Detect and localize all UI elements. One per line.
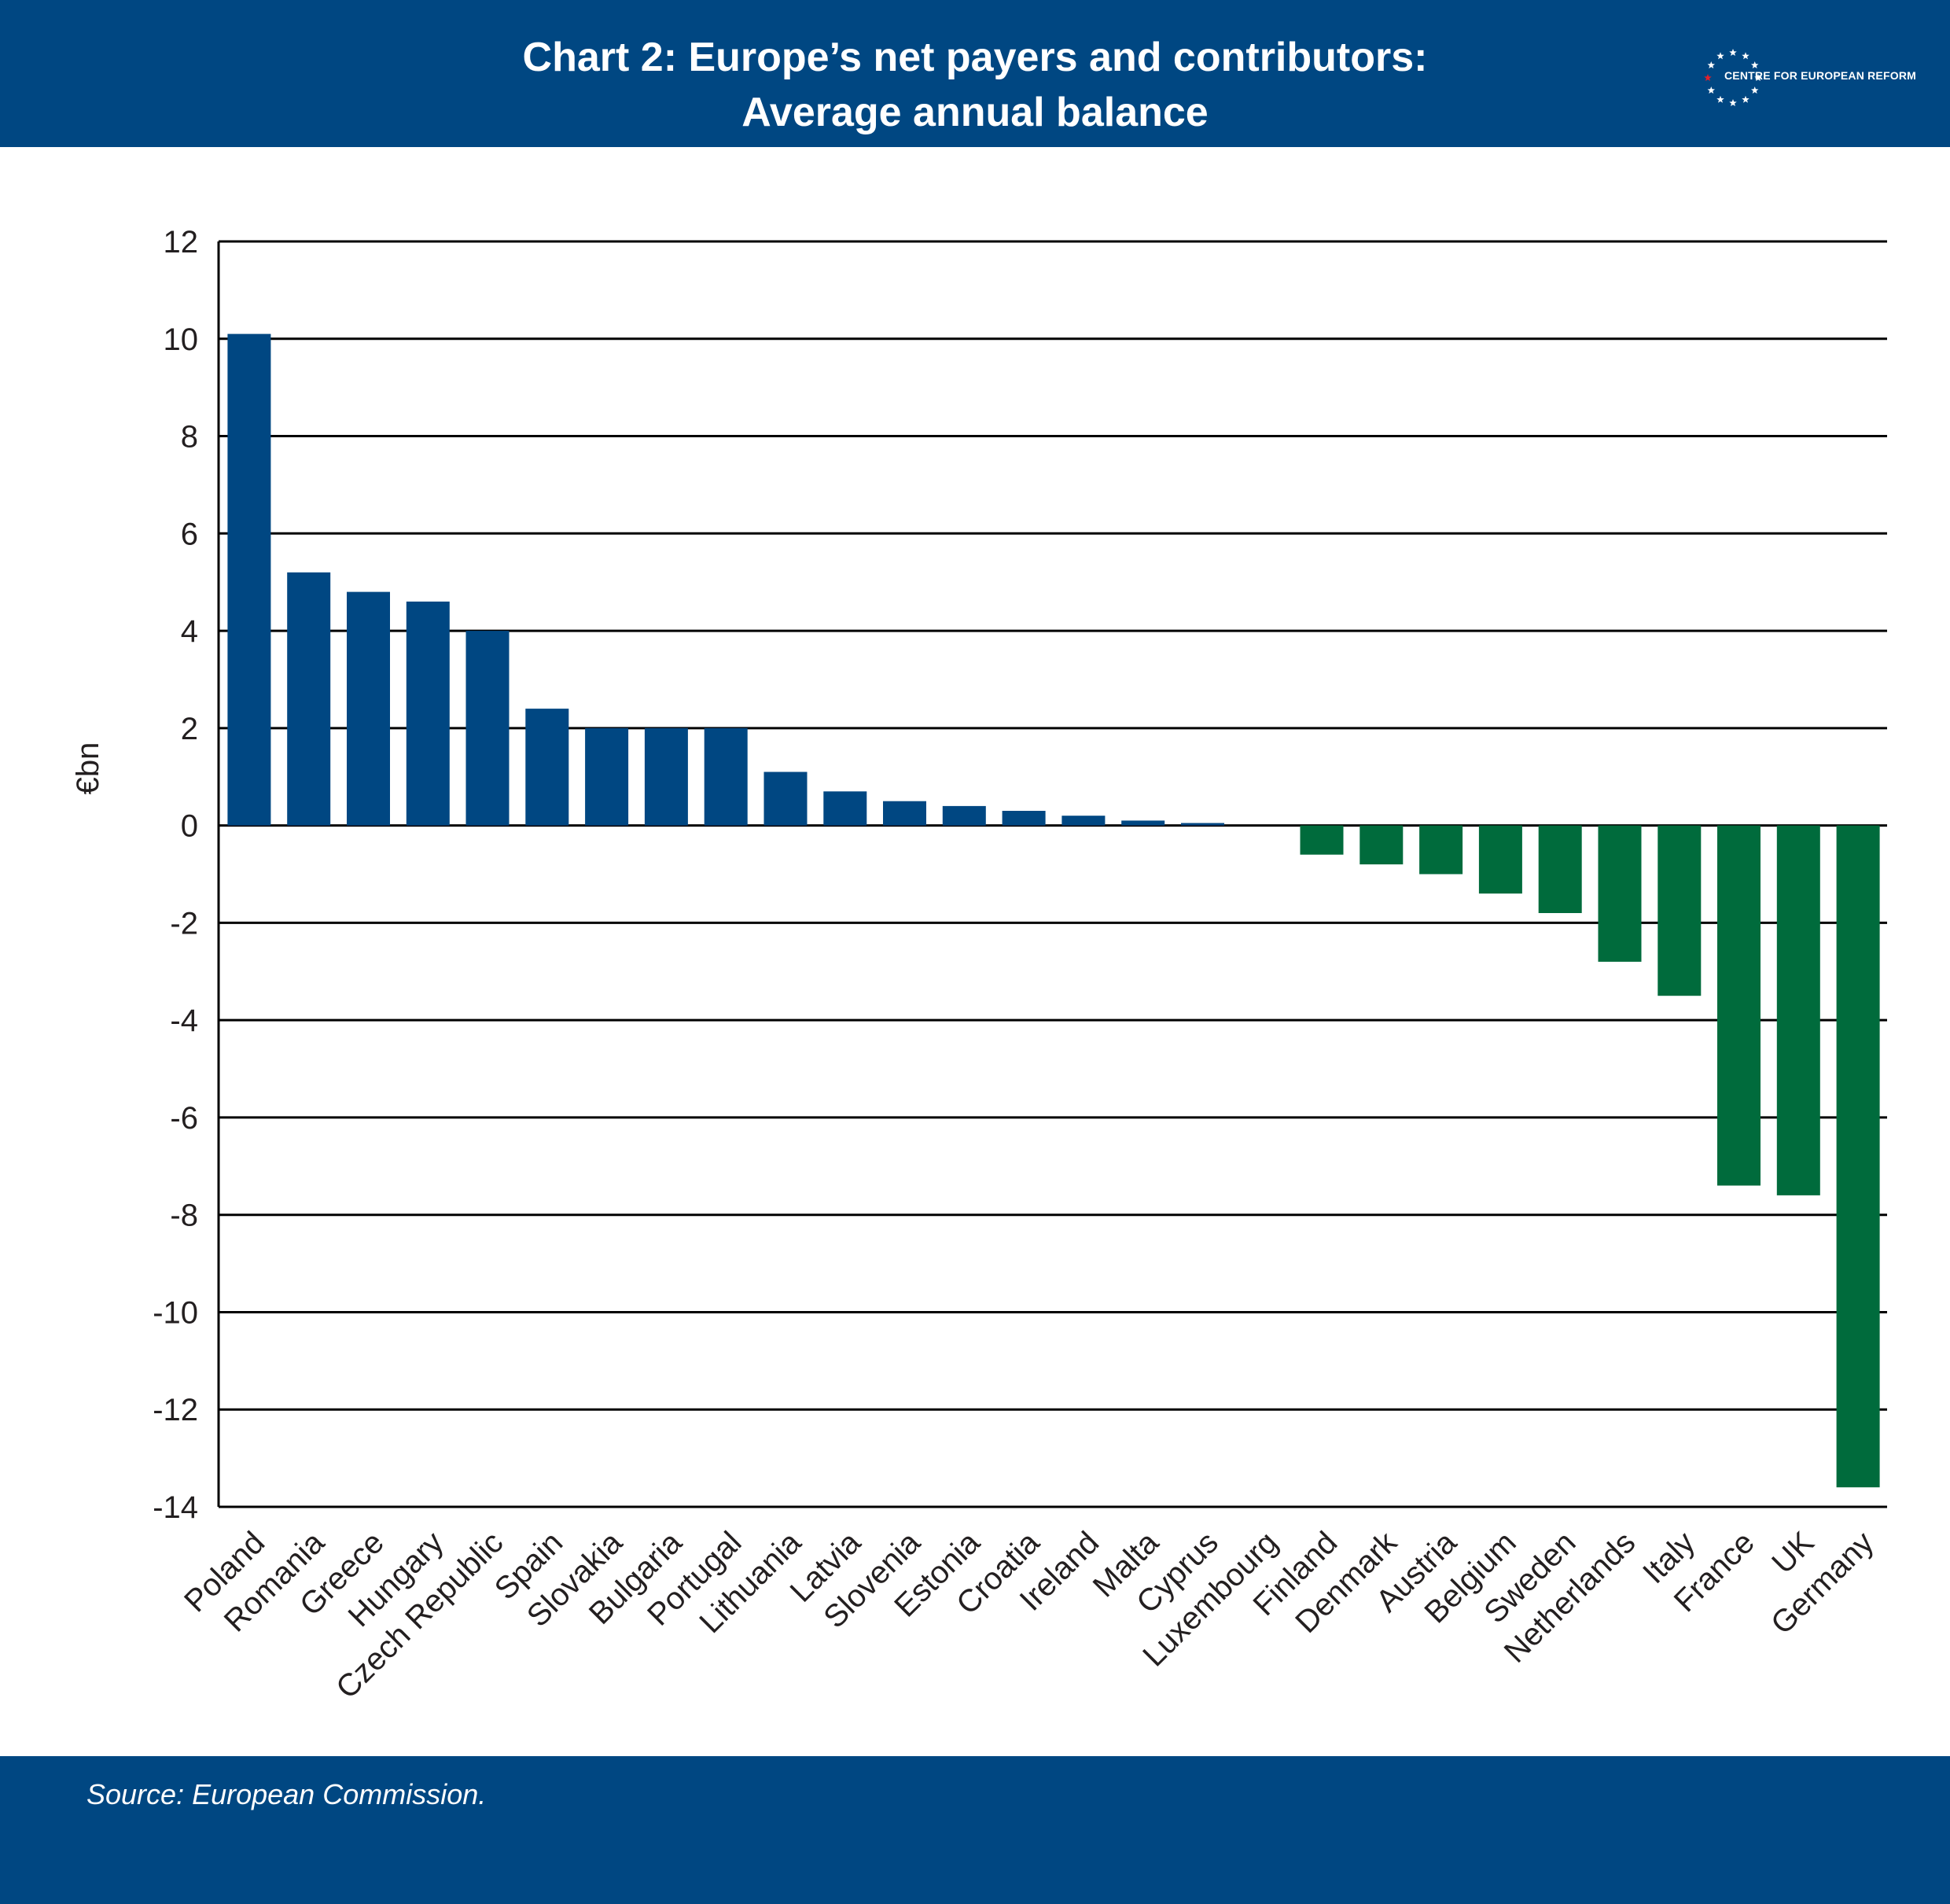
logo-star [1716,95,1724,103]
y-tick-label: 2 [181,712,198,746]
y-tick-label: -4 [170,1004,198,1038]
bar-portugal [704,727,748,826]
bar-denmark [1359,825,1404,865]
y-tick-label: -10 [153,1295,198,1330]
y-tick-label: -12 [153,1393,198,1427]
bar-netherlands [1598,825,1642,962]
chart-title-line-2: Average annual balance [741,90,1209,135]
bar-france [1717,825,1761,1186]
bar-hungary [406,601,450,826]
bar-germany [1836,825,1880,1488]
eu-stars-circle-icon [1704,49,1762,107]
logo-star [1707,87,1716,94]
bar-latvia [823,791,867,826]
y-axis-label: €bn [71,742,105,795]
y-tick-label: 12 [164,225,199,260]
bar-cyprus [1181,823,1224,826]
bar-austria [1419,825,1463,875]
bar-greece [347,591,390,826]
y-tick-label: 10 [164,322,199,357]
bar-bulgaria [644,727,688,826]
bar-croatia [1002,811,1046,826]
logo-star [1729,49,1737,57]
chart-footer [0,1756,1950,1904]
bar-slovakia [585,727,629,826]
source-note: Source: European Commission. [86,1778,487,1810]
logo-star [1754,74,1762,82]
chart-title-line-1: Chart 2: Europe’s net payers and contrib… [522,35,1428,80]
logo-star [1729,99,1737,107]
bar-czech-republic [465,631,510,826]
logo-star [1707,61,1716,69]
grid-lines [219,240,1887,1411]
bar-italy [1658,825,1702,996]
bar-malta [1121,820,1165,826]
bar-finland [1300,825,1344,855]
bar-uk [1776,825,1820,1195]
axes [217,241,1887,1508]
bar-ireland [1061,816,1106,826]
logo-star [1742,95,1749,103]
logo-star [1716,52,1724,60]
logo-star [1704,74,1712,82]
bar-chart: 12 10 8 6 4 2 0 -2 -4 -6 -8 -10 -12 -14 PolandRomania… [71,225,1887,1706]
logo-text: CENTRE FOR EUROPEAN REFORM [1724,69,1916,82]
y-tick-label: 8 [181,420,198,455]
bar-romania [287,572,331,826]
bar-lithuania [763,772,808,826]
y-tick-label: -8 [170,1199,198,1233]
y-tick-label: 4 [181,614,198,649]
bars [227,333,1880,1488]
y-tick-labels: 12 10 8 6 4 2 0 -2 -4 -6 -8 -10 -12 -14 [153,225,198,1525]
bar-poland [227,333,271,826]
logo-star [1742,52,1749,60]
chart-header: Chart 2: Europe’s net payers and contrib… [0,0,1950,147]
y-tick-label: 0 [181,809,198,844]
logo-star [1750,87,1759,94]
bar-slovenia [883,801,926,826]
bar-sweden [1538,825,1582,913]
bar-estonia [942,805,986,826]
y-tick-label: -2 [170,906,198,941]
y-tick-label: -6 [170,1101,198,1136]
y-tick-label: 6 [181,517,198,551]
logo-star [1750,61,1759,69]
y-tick-label: -14 [153,1490,198,1525]
bar-spain [525,709,569,826]
bar-belgium [1478,825,1522,894]
